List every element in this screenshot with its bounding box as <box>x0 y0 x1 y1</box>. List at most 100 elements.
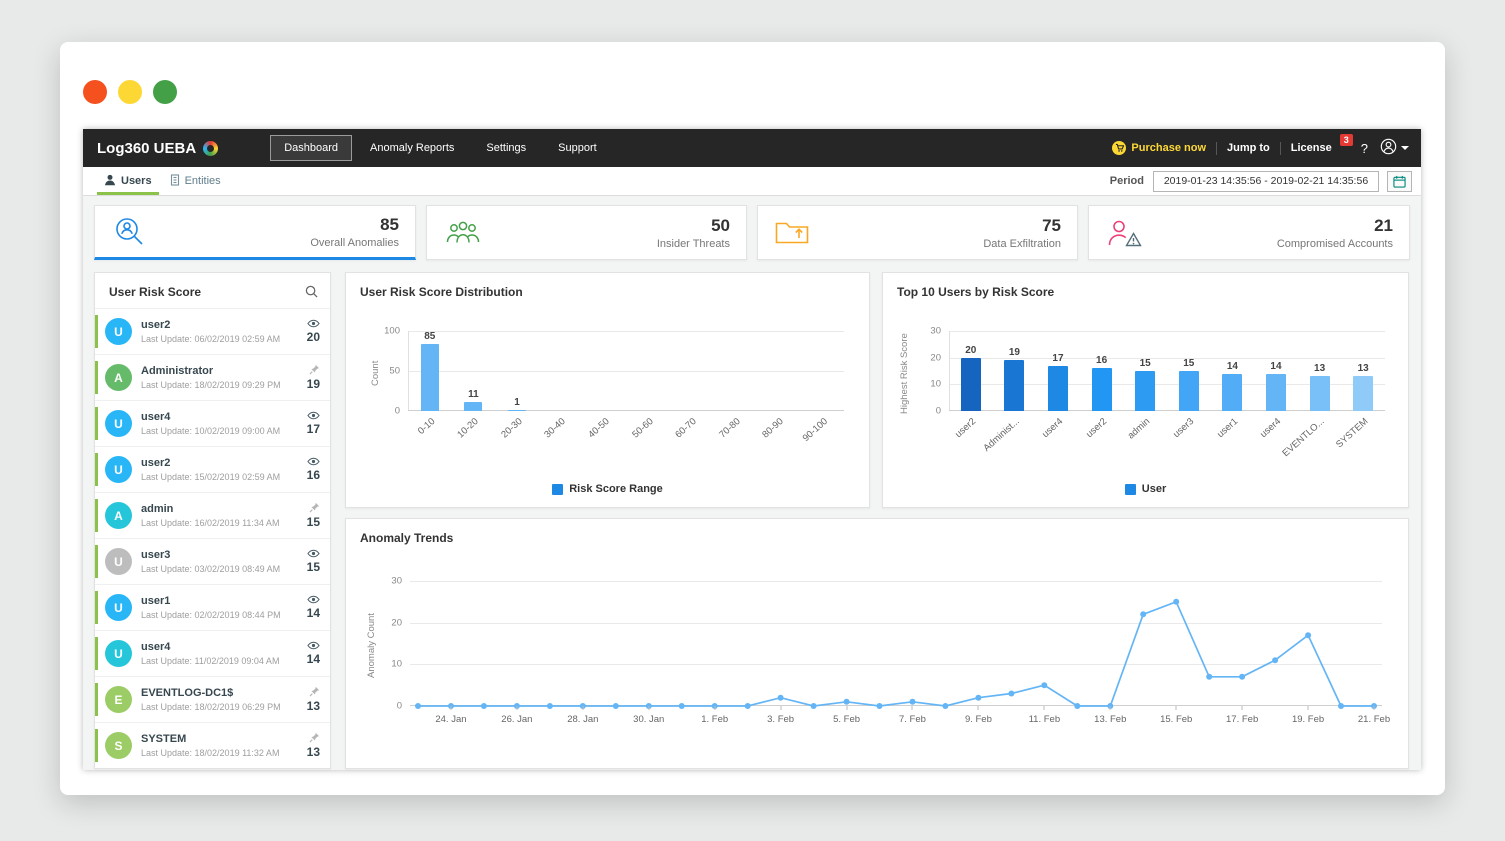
eye-icon[interactable] <box>307 411 320 420</box>
eye-icon[interactable] <box>307 595 320 604</box>
minimize-window-button[interactable] <box>118 80 142 104</box>
nav-item-dashboard[interactable]: Dashboard <box>270 135 353 161</box>
bar[interactable] <box>1222 373 1243 411</box>
last-update: Last Update: 18/02/2019 11:32 AM <box>141 748 280 758</box>
eye-icon[interactable] <box>307 457 320 466</box>
user-name: user2 <box>141 457 171 469</box>
user-risk-row[interactable]: U user4 Last Update: 10/02/2019 09:00 AM… <box>95 400 330 446</box>
bar[interactable] <box>1047 365 1068 411</box>
bar[interactable] <box>1091 368 1112 411</box>
license-link[interactable]: License <box>1290 142 1332 154</box>
stat-card-insider-threats[interactable]: 50 Insider Threats <box>426 205 747 260</box>
bar[interactable] <box>960 357 981 411</box>
x-axis-tick-label: user3 <box>1171 416 1197 441</box>
chart-legend[interactable]: User <box>883 483 1408 495</box>
last-update: Last Update: 03/02/2019 08:49 AM <box>141 564 281 574</box>
x-axis-line <box>949 410 1385 411</box>
x-axis-tick-label: user2 <box>1083 416 1109 441</box>
search-icon[interactable] <box>305 285 318 303</box>
score-block: 13 <box>307 686 320 713</box>
logo-swirl-icon <box>203 140 219 156</box>
y-axis-tick-label: 30 <box>930 325 941 337</box>
help-button[interactable]: ? <box>1360 140 1368 156</box>
bar[interactable] <box>1178 371 1199 411</box>
user-risk-score-panel: User Risk Score U user2 Last Update: 06/… <box>94 272 331 769</box>
jump-to-link[interactable]: Jump to <box>1227 142 1270 154</box>
user-risk-row[interactable]: S SYSTEM Last Update: 18/02/2019 11:32 A… <box>95 722 330 768</box>
x-axis-tick-label: 21. Feb <box>1357 714 1391 725</box>
risk-score: 15 <box>306 515 320 529</box>
panel-title: Anomaly Trends <box>360 531 454 545</box>
nav-item-support[interactable]: Support <box>558 142 597 154</box>
user-risk-row[interactable]: U user4 Last Update: 11/02/2019 09:04 AM… <box>95 630 330 676</box>
x-axis-tick-label: 9. Feb <box>964 714 992 725</box>
user-risk-row[interactable]: A admin Last Update: 16/02/2019 11:34 AM… <box>95 492 330 538</box>
stat-card-overall-anomalies[interactable]: 85 Overall Anomalies <box>94 205 416 260</box>
stat-card-content: 85 Overall Anomalies <box>310 215 415 249</box>
maximize-window-button[interactable] <box>153 80 177 104</box>
period-range-input[interactable]: 2019-01-23 14:35:56 - 2019-02-21 14:35:5… <box>1153 170 1379 192</box>
pin-icon[interactable] <box>309 364 320 375</box>
bar[interactable] <box>1004 360 1025 411</box>
x-axis-tick-label: user1 <box>1214 416 1240 441</box>
risk-score: 14 <box>306 606 320 620</box>
app-logo[interactable]: Log360 UEBA <box>97 140 219 157</box>
bar-value-label: 13 <box>1314 363 1326 375</box>
bar-value-label: 14 <box>1226 360 1238 372</box>
y-axis-title: Highest Risk Score <box>899 333 910 415</box>
risk-accent-bar <box>95 453 98 486</box>
tab-entities[interactable]: Entities <box>161 167 230 195</box>
stat-card-data-exfiltration[interactable]: 75 Data Exfiltration <box>757 205 1078 260</box>
purchase-now-link[interactable]: Purchase now <box>1112 141 1206 155</box>
main-nav: Dashboard Anomaly Reports Settings Suppo… <box>270 129 610 167</box>
user-info: user2 Last Update: 15/02/2019 02:59 AM <box>141 457 280 482</box>
y-axis-tick-label: 0 <box>396 700 402 712</box>
y-axis-line <box>408 331 409 411</box>
pin-icon[interactable] <box>309 686 320 697</box>
pin-icon[interactable] <box>309 732 320 743</box>
eye-icon[interactable] <box>307 641 320 650</box>
bar[interactable] <box>1309 376 1330 411</box>
bar[interactable] <box>420 344 439 411</box>
user-risk-row[interactable]: A Administrator Last Update: 18/02/2019 … <box>95 354 330 400</box>
chart-legend[interactable]: Risk Score Range <box>346 483 869 495</box>
bar[interactable] <box>1135 371 1156 411</box>
user-risk-row[interactable]: E EVENTLOG-DC1$ Last Update: 18/02/2019 … <box>95 676 330 722</box>
window-controls <box>83 80 177 104</box>
legend-swatch <box>552 483 564 495</box>
x-axis-tick-label: 80-90 <box>760 416 786 441</box>
bar[interactable] <box>464 402 483 411</box>
user-icon <box>104 174 116 189</box>
x-axis-tick-label: 90-100 <box>800 416 830 444</box>
bar-slot: 20 <box>949 331 993 411</box>
bar[interactable] <box>507 410 526 411</box>
y-axis-tick-label: 20 <box>391 617 402 629</box>
user-risk-row[interactable]: U user1 Last Update: 02/02/2019 08:44 PM… <box>95 584 330 630</box>
nav-item-settings[interactable]: Settings <box>486 142 527 154</box>
calendar-button[interactable] <box>1387 170 1412 192</box>
pin-icon[interactable] <box>309 502 320 513</box>
y-axis-tick-label: 20 <box>930 352 941 364</box>
notification-badge[interactable]: 3 <box>1339 134 1353 146</box>
account-menu[interactable] <box>1380 138 1409 158</box>
bar[interactable] <box>1353 376 1374 411</box>
tab-users[interactable]: Users <box>95 167 161 195</box>
avatar: U <box>105 548 132 575</box>
bar-value-label: 20 <box>965 344 977 356</box>
x-axis-tick-label: 10-20 <box>455 416 481 441</box>
x-axis-tick-label: 13. Feb <box>1094 714 1127 725</box>
close-window-button[interactable] <box>83 80 107 104</box>
score-block: 15 <box>307 502 320 529</box>
eye-icon[interactable] <box>307 549 320 558</box>
nav-item-anomaly-reports[interactable]: Anomaly Reports <box>370 142 455 154</box>
last-update: Last Update: 06/02/2019 02:59 AM <box>141 334 281 344</box>
divider <box>1216 141 1217 155</box>
bar-value-label: 14 <box>1270 360 1282 372</box>
score-block: 17 <box>307 411 320 436</box>
user-risk-row[interactable]: U user2 Last Update: 15/02/2019 02:59 AM… <box>95 446 330 492</box>
eye-icon[interactable] <box>307 319 320 328</box>
user-risk-row[interactable]: U user3 Last Update: 03/02/2019 08:49 AM… <box>95 538 330 584</box>
bar[interactable] <box>1265 373 1286 411</box>
user-risk-row[interactable]: U user2 Last Update: 06/02/2019 02:59 AM… <box>95 308 330 354</box>
stat-card-compromised-accounts[interactable]: 21 Compromised Accounts <box>1088 205 1410 260</box>
